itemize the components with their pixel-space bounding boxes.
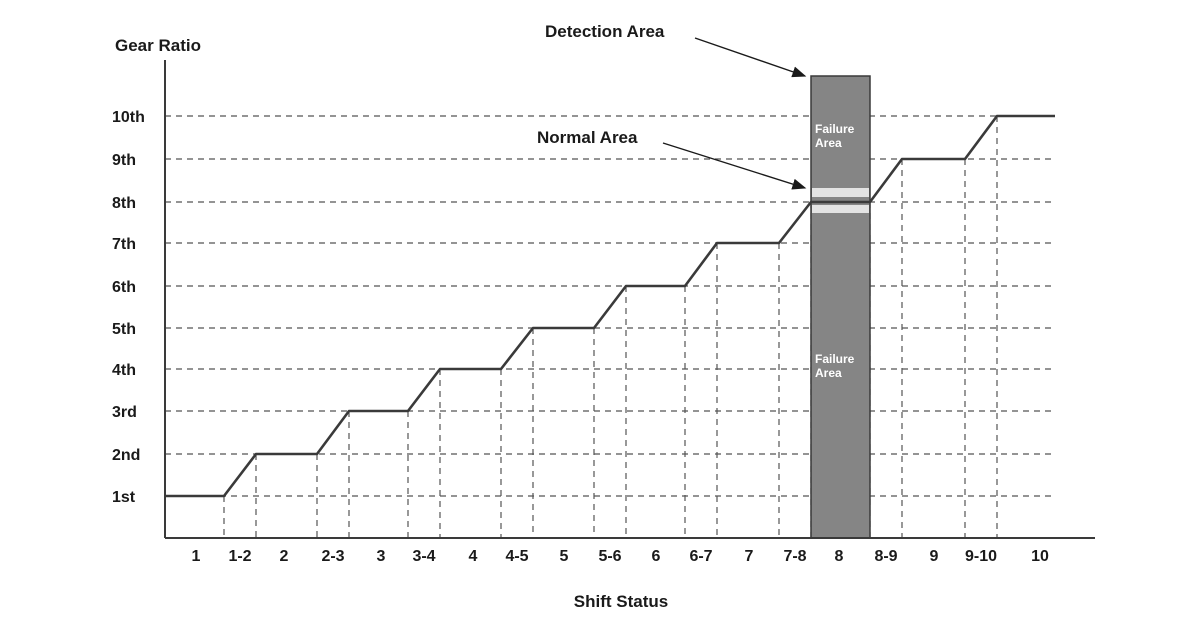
x-tick-label: 5 [560, 548, 569, 565]
y-tick-label: 9th [112, 152, 136, 169]
y-tick-label: 4th [112, 362, 136, 379]
x-tick-label: 10 [1031, 548, 1049, 565]
x-tick-label: 2-3 [321, 548, 344, 565]
failure-area-label: Failure Area [815, 352, 855, 380]
y-axis-title: Gear Ratio [115, 36, 201, 55]
detection-area-label: Detection Area [545, 22, 665, 41]
x-tick-label: 4-5 [505, 548, 528, 565]
x-tick-label: 7 [745, 548, 754, 565]
failure-area-label-line: Failure [815, 352, 855, 366]
x-tick-label: 6 [652, 548, 661, 565]
x-tick-label: 7-8 [783, 548, 806, 565]
x-tick-label: 9-10 [965, 548, 997, 565]
y-tick-label: 5th [112, 321, 136, 338]
x-axis-title: Shift Status [574, 592, 668, 611]
y-tick-label: 10th [112, 109, 145, 126]
axes [164, 60, 1095, 539]
failure-area-label-line: Area [815, 136, 842, 150]
failure-area-label-line: Failure [815, 122, 855, 136]
normal-area-band-upper [812, 188, 869, 197]
gear-ratio-line [165, 114, 1055, 498]
x-tick-label: 1-2 [228, 548, 251, 565]
x-tick-label: 8-9 [874, 548, 897, 565]
annotation-arrows [662, 37, 807, 190]
x-tick-label: 1 [192, 548, 201, 565]
gear-ratio-series-line [165, 114, 1055, 498]
normal-area-arrow [662, 142, 807, 190]
normal-area-label: Normal Area [537, 128, 638, 147]
failure-area-label: Failure Area [815, 122, 855, 150]
x-tick-label: 6-7 [689, 548, 712, 565]
tick-labels: 1st 2nd 3rd 4th 5th 6th 7th 8th 9th 10th 1 1-2 2 2-3 3… [112, 109, 1049, 565]
y-tick-label: 6th [112, 279, 136, 296]
failure-area-label-line: Area [815, 366, 842, 380]
x-tick-label: 4 [469, 548, 478, 565]
y-tick-label: 1st [112, 489, 136, 506]
x-tick-label: 3 [377, 548, 386, 565]
gridlines [165, 115, 1055, 538]
detection-area-band [810, 75, 871, 539]
normal-area-band-lower [812, 205, 869, 213]
x-tick-label: 2 [280, 548, 289, 565]
y-tick-label: 3rd [112, 404, 137, 421]
x-tick-label: 9 [930, 548, 939, 565]
x-tick-label: 5-6 [598, 548, 621, 565]
y-tick-label: 2nd [112, 447, 140, 464]
x-tick-label: 8 [835, 548, 844, 565]
x-tick-label: 3-4 [412, 548, 435, 565]
y-tick-label: 7th [112, 236, 136, 253]
y-tick-label: 8th [112, 195, 136, 212]
detection-area-arrow [694, 37, 807, 78]
